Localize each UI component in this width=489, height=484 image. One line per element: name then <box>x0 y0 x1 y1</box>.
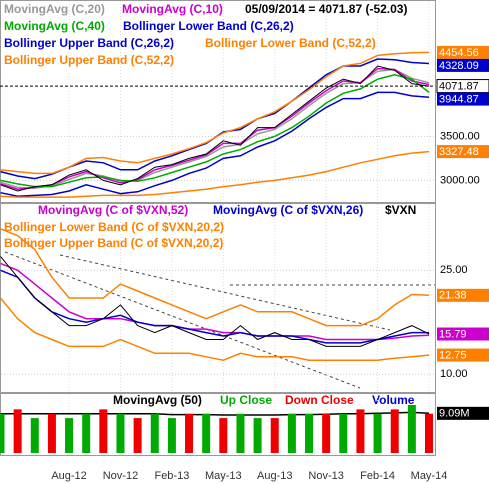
volume-bar <box>425 413 433 453</box>
price-header: 05/09/2014 = 4071.87 (-52.03) <box>245 2 407 16</box>
legend-entry: Up Close <box>220 393 272 407</box>
volume-bar <box>13 409 22 453</box>
x-tick-label: Feb-14 <box>360 470 395 482</box>
volume-bar <box>356 409 365 453</box>
volume-bar <box>270 418 279 453</box>
end-label-box <box>437 92 489 106</box>
legend-entry: MovingAvg (C,40) <box>4 19 105 33</box>
indicator-line <box>0 74 430 188</box>
volume-bar <box>287 413 296 453</box>
legend-entry: Bollinger Upper Band (C,26,2) <box>4 36 174 50</box>
legend-entry: MovingAvg (C,20) <box>4 2 105 16</box>
volume-bar <box>253 418 262 453</box>
end-label: 4454.56 <box>439 47 479 59</box>
volume-bar <box>236 413 245 453</box>
end-label: 3944.87 <box>439 93 479 105</box>
end-label-box <box>437 288 489 302</box>
x-tick-label: Nov-12 <box>103 470 138 482</box>
x-tick-label: May-14 <box>411 470 448 482</box>
volume-bar <box>202 413 211 453</box>
volume-bar <box>65 418 74 453</box>
indicator-line <box>0 58 430 180</box>
y-tick-label: 25.00 <box>440 264 468 276</box>
indicator-line <box>0 269 429 344</box>
volume-bar <box>390 409 399 453</box>
price-panel <box>0 0 436 203</box>
end-label-box <box>437 406 489 420</box>
volume-bar <box>150 413 159 453</box>
end-label: 15.79 <box>439 328 467 340</box>
volume-bar <box>30 418 39 453</box>
legend-entry: Bollinger Upper Band (C,52,2) <box>4 53 174 67</box>
legend-entry: MovingAvg (C,10) <box>122 2 223 16</box>
indicator-line <box>0 297 430 361</box>
x-tick-label: May-13 <box>205 470 242 482</box>
legend-entry: MovingAvg (50) <box>113 393 202 407</box>
volume-bar <box>133 418 142 453</box>
end-label-box <box>437 145 489 159</box>
end-label: 3327.48 <box>439 146 479 158</box>
y-tick-label: 10.00 <box>440 368 468 380</box>
indicator-line <box>0 228 430 327</box>
volume-bar <box>167 418 176 453</box>
end-label-box <box>437 45 489 59</box>
legend-entry: Bollinger Upper Band (C of $VXN,20,2) <box>4 236 223 250</box>
volume-bar <box>0 413 5 453</box>
indicator-line <box>0 262 430 341</box>
volume-bar <box>219 418 228 453</box>
end-label: 4071.87 <box>439 80 479 92</box>
x-tick-label: Nov-13 <box>308 470 343 482</box>
indicator-line <box>0 150 430 198</box>
trend-line <box>4 251 361 389</box>
legend-entry: Bollinger Lower Band (C of $VXN,20,2) <box>4 220 224 234</box>
price-line <box>0 65 430 192</box>
y-tick-label: 3000.00 <box>440 174 480 186</box>
volume-bar <box>116 413 125 453</box>
legend-entry: MovingAvg (C of $VXN,26) <box>213 203 363 217</box>
moving-average-line <box>0 411 430 416</box>
volume-title: Volume <box>372 393 415 407</box>
volume-bar <box>322 413 331 453</box>
volume-bar <box>305 413 314 453</box>
legend-entry: Bollinger Lower Band (C,26,2) <box>123 19 294 33</box>
volume-bar <box>47 413 56 453</box>
volume-bar <box>373 413 382 453</box>
volume-bar <box>185 413 194 453</box>
volume-bar <box>339 413 348 453</box>
trend-line <box>59 254 391 331</box>
vxn-title: $VXN <box>385 203 416 217</box>
end-label-box <box>437 58 489 72</box>
legend-entry: Bollinger Lower Band (C,52,2) <box>205 36 376 50</box>
volume-bar <box>82 413 91 453</box>
x-tick-label: Aug-12 <box>51 470 86 482</box>
end-label: 12.75 <box>439 349 467 361</box>
x-tick-label: Aug-13 <box>257 470 292 482</box>
end-label-box <box>437 348 489 362</box>
x-tick-label: Feb-13 <box>154 470 189 482</box>
indicator-line <box>0 91 430 197</box>
volume-bar <box>407 405 416 453</box>
end-label: 21.38 <box>439 290 467 302</box>
end-label: 9.09M <box>439 408 470 420</box>
y-tick-label: 3500.00 <box>440 130 480 142</box>
indicator-line <box>0 51 430 175</box>
price-line <box>0 256 430 347</box>
legend-entry: MovingAvg (C of $VXN,52) <box>38 203 188 217</box>
legend-entry: Down Close <box>285 393 354 407</box>
end-label: 4328.09 <box>439 60 479 72</box>
volume-bar <box>99 409 108 453</box>
end-label-box <box>437 327 489 341</box>
